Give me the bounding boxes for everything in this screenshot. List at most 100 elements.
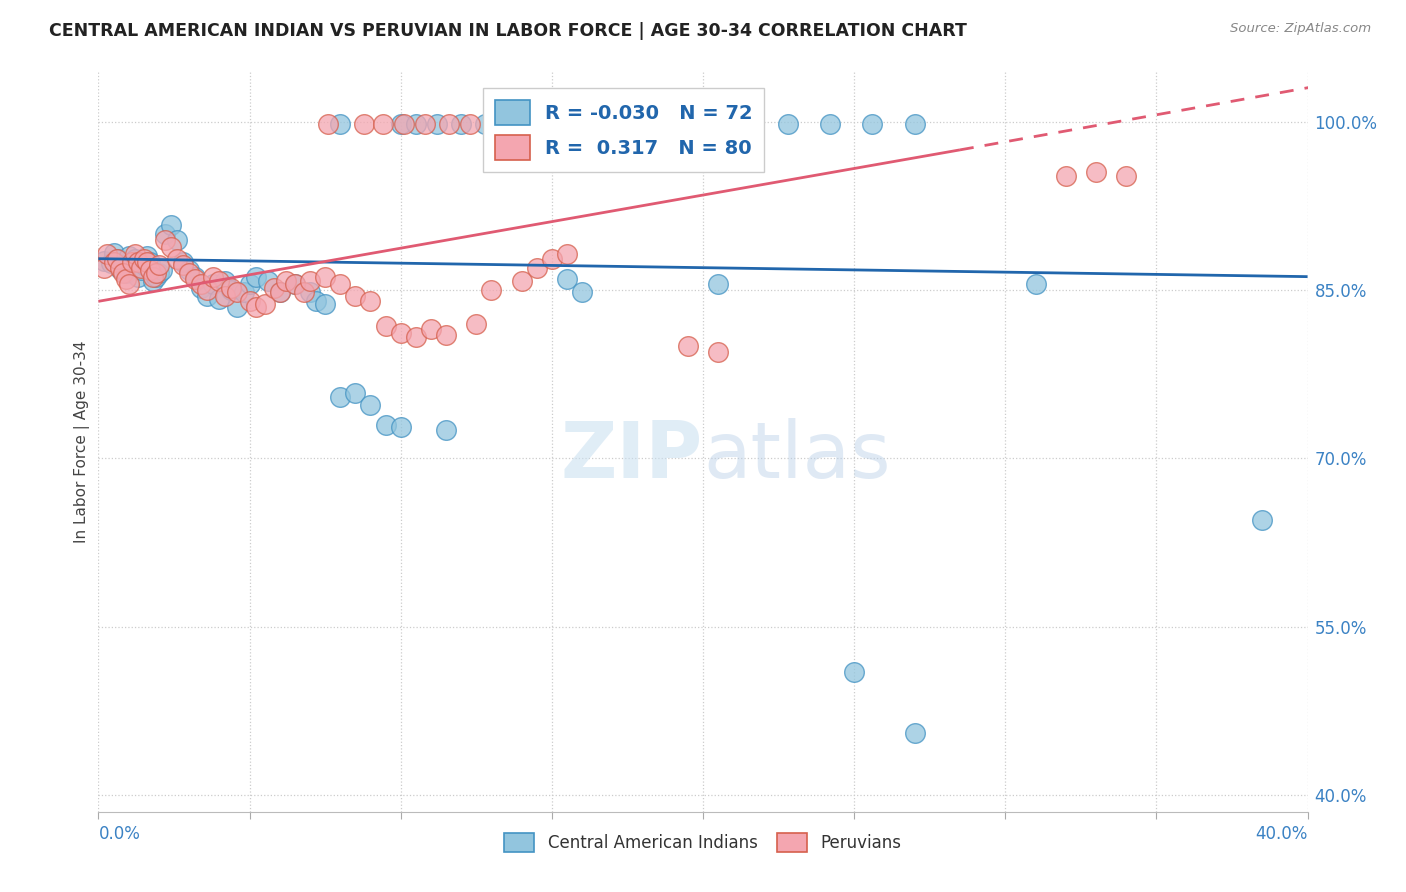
Point	[526, 117, 548, 131]
Point	[465, 317, 488, 331]
Point	[129, 260, 152, 275]
Point	[135, 255, 157, 269]
Point	[118, 277, 141, 292]
Point	[103, 255, 125, 269]
Point	[111, 266, 134, 280]
Point	[145, 266, 167, 280]
Point	[374, 417, 396, 432]
Point	[139, 255, 162, 269]
Point	[139, 263, 162, 277]
Point	[145, 269, 167, 284]
Point	[150, 263, 173, 277]
Legend: Central American Indians, Peruvians: Central American Indians, Peruvians	[498, 826, 908, 859]
Point	[190, 277, 212, 292]
Point	[121, 260, 143, 275]
Point	[776, 117, 799, 131]
Point	[299, 274, 322, 288]
Point	[616, 117, 638, 131]
Point	[245, 300, 267, 314]
Point	[121, 255, 143, 269]
Point	[616, 146, 638, 161]
Point	[904, 117, 927, 131]
Point	[344, 386, 367, 401]
Point	[904, 726, 927, 740]
Point	[184, 272, 207, 286]
Point	[269, 285, 291, 300]
Point	[1251, 513, 1274, 527]
Point	[316, 117, 339, 131]
Point	[571, 285, 593, 300]
Point	[148, 259, 170, 273]
Point	[474, 117, 496, 131]
Text: 0.0%: 0.0%	[98, 825, 141, 843]
Point	[655, 117, 678, 131]
Point	[329, 390, 352, 404]
Point	[555, 272, 578, 286]
Point	[202, 269, 225, 284]
Point	[166, 252, 188, 266]
Point	[860, 117, 883, 131]
Point	[692, 117, 714, 131]
Text: ZIP: ZIP	[561, 418, 703, 494]
Point	[314, 296, 336, 310]
Point	[105, 252, 128, 266]
Point	[111, 259, 134, 273]
Point	[148, 266, 170, 280]
Point	[374, 318, 396, 333]
Point	[263, 281, 285, 295]
Point	[389, 420, 412, 434]
Point	[208, 292, 231, 306]
Point	[226, 285, 249, 300]
Point	[160, 240, 183, 254]
Point	[1115, 169, 1137, 183]
Point	[226, 300, 249, 314]
Point	[526, 260, 548, 275]
Point	[707, 277, 730, 292]
Text: atlas: atlas	[703, 418, 890, 494]
Point	[172, 255, 194, 269]
Point	[108, 261, 131, 276]
Point	[1024, 277, 1046, 292]
Point	[434, 423, 457, 437]
Point	[142, 274, 165, 288]
Text: CENTRAL AMERICAN INDIAN VS PERUVIAN IN LABOR FORCE | AGE 30-34 CORRELATION CHART: CENTRAL AMERICAN INDIAN VS PERUVIAN IN L…	[49, 22, 967, 40]
Point	[96, 247, 118, 261]
Point	[221, 281, 243, 295]
Point	[214, 274, 236, 288]
Point	[190, 281, 212, 295]
Point	[153, 233, 176, 247]
Point	[510, 274, 533, 288]
Point	[586, 117, 609, 131]
Point	[555, 247, 578, 261]
Point	[142, 269, 165, 284]
Point	[392, 117, 415, 131]
Point	[371, 117, 394, 131]
Point	[253, 296, 276, 310]
Point	[344, 289, 367, 303]
Point	[1054, 169, 1077, 183]
Point	[458, 117, 481, 131]
Point	[166, 233, 188, 247]
Point	[314, 269, 336, 284]
Point	[329, 277, 352, 292]
Point	[405, 117, 427, 131]
Point	[299, 285, 322, 300]
Point	[114, 272, 136, 286]
Point	[329, 117, 352, 131]
Point	[132, 252, 155, 266]
Text: Source: ZipAtlas.com: Source: ZipAtlas.com	[1230, 22, 1371, 36]
Point	[274, 274, 297, 288]
Point	[602, 151, 624, 165]
Point	[437, 117, 460, 131]
Point	[124, 252, 146, 266]
Point	[579, 117, 602, 131]
Point	[221, 283, 243, 297]
Text: 40.0%: 40.0%	[1256, 825, 1308, 843]
Point	[179, 266, 201, 280]
Point	[389, 117, 412, 131]
Point	[202, 277, 225, 292]
Point	[434, 328, 457, 343]
Point	[214, 289, 236, 303]
Y-axis label: In Labor Force | Age 30-34: In Labor Force | Age 30-34	[75, 340, 90, 543]
Point	[124, 247, 146, 261]
